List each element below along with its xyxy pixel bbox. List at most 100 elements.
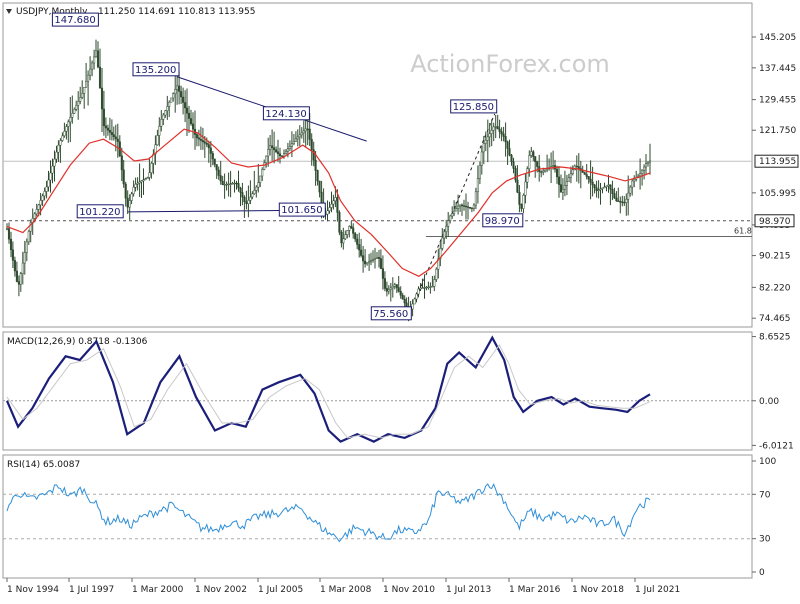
candle-body [516,179,519,193]
rsi-line [6,483,651,543]
candle-body [172,93,175,99]
candle-body [187,112,191,119]
candle-body [399,291,402,296]
candle-body [506,141,509,149]
candle-body [373,258,377,260]
candle-body [269,145,272,150]
candle-body [15,270,18,282]
candle-body [498,128,501,132]
candle-body [257,182,260,188]
candle-body [229,183,232,185]
candle-body [431,286,434,288]
candle-body [166,106,169,112]
candle-body [330,203,333,208]
candle-body [631,180,634,188]
candle-body [37,204,40,210]
candle-body [583,172,586,175]
candle-body [447,220,450,227]
candle-body [605,185,608,188]
candle-body [536,161,539,167]
candle-body [557,176,561,185]
candle-body [308,128,311,140]
candle-body [520,204,523,209]
candle-body [644,163,648,168]
macd-title: MACD(12,26,9) 0.8718 -0.1306 [7,337,148,347]
dropdown-arrow-icon[interactable] [6,9,12,14]
candle-body [555,168,559,178]
candle-body [621,201,624,203]
candle-body [627,192,630,200]
candle-body [112,134,115,138]
candle-body [215,164,218,171]
candle-body [453,210,456,214]
candle-body [296,136,299,140]
candle-body [496,126,499,130]
candle-body [589,178,592,183]
candle-body [393,284,396,287]
candle-body [356,238,359,245]
candle-body [443,231,446,239]
candle-body [457,205,460,209]
candle-body [53,158,56,167]
rsi-axis-label: 0 [759,568,765,578]
candle-body [425,286,428,289]
support-price-box [754,214,795,228]
candle-body [385,288,388,292]
candle-body [25,241,28,253]
candle-body [381,268,384,279]
candle-body [639,173,642,177]
candle-body [514,168,517,181]
candle-body [320,191,323,204]
candle-body [13,260,16,272]
candle-body [375,257,379,259]
candle-body [276,151,280,155]
macd-panel-frame [2,331,753,451]
candle-body [314,159,317,171]
price-layer: 61.8 147.680 135.200 124.130 101.220 101.650 7… [3,12,752,322]
candle-body [195,134,198,139]
candle-body [182,96,185,103]
candle-body [417,288,420,295]
current-price-box [754,154,799,168]
candle-body [599,188,602,191]
candle-body [85,80,88,88]
candle-body [490,130,493,134]
candle-body [391,285,394,289]
candle-body [126,197,129,208]
candle-body [63,130,66,137]
candle-body [540,171,543,173]
candle-body [160,119,163,127]
candle-body [340,232,343,244]
candle-body [346,230,349,235]
candle-body [310,139,313,150]
candle-body [124,183,127,199]
candle-body [304,128,307,132]
candle-body [419,287,422,290]
candle-body [411,303,414,310]
candle-body [472,204,475,209]
candle-body [217,169,220,176]
x-axis-label: 1 Nov 1994 [7,585,59,595]
candle-body [104,125,107,129]
candle-body [120,155,123,171]
candle-body [577,166,580,169]
candle-body [263,162,266,170]
x-axis-label: 1 Jul 2005 [258,585,303,595]
price-axis-label: 121.750 [759,126,796,136]
candle-body [488,133,491,138]
price-annotation-label: 101.650 [281,205,322,216]
candle-body [611,188,614,194]
rsi-axis-label: 30 [759,535,771,545]
candle-body [552,165,555,167]
candle-body [522,195,525,209]
x-axis-label: 1 Mar 2016 [509,585,561,595]
price-annotation-label: 101.220 [79,207,120,218]
macd-layer [3,335,752,443]
candle-body [144,178,147,180]
candle-body [9,238,13,251]
candle-body [613,193,616,199]
candle-body [11,249,14,261]
candle-body [288,145,291,149]
candle-body [352,227,355,234]
